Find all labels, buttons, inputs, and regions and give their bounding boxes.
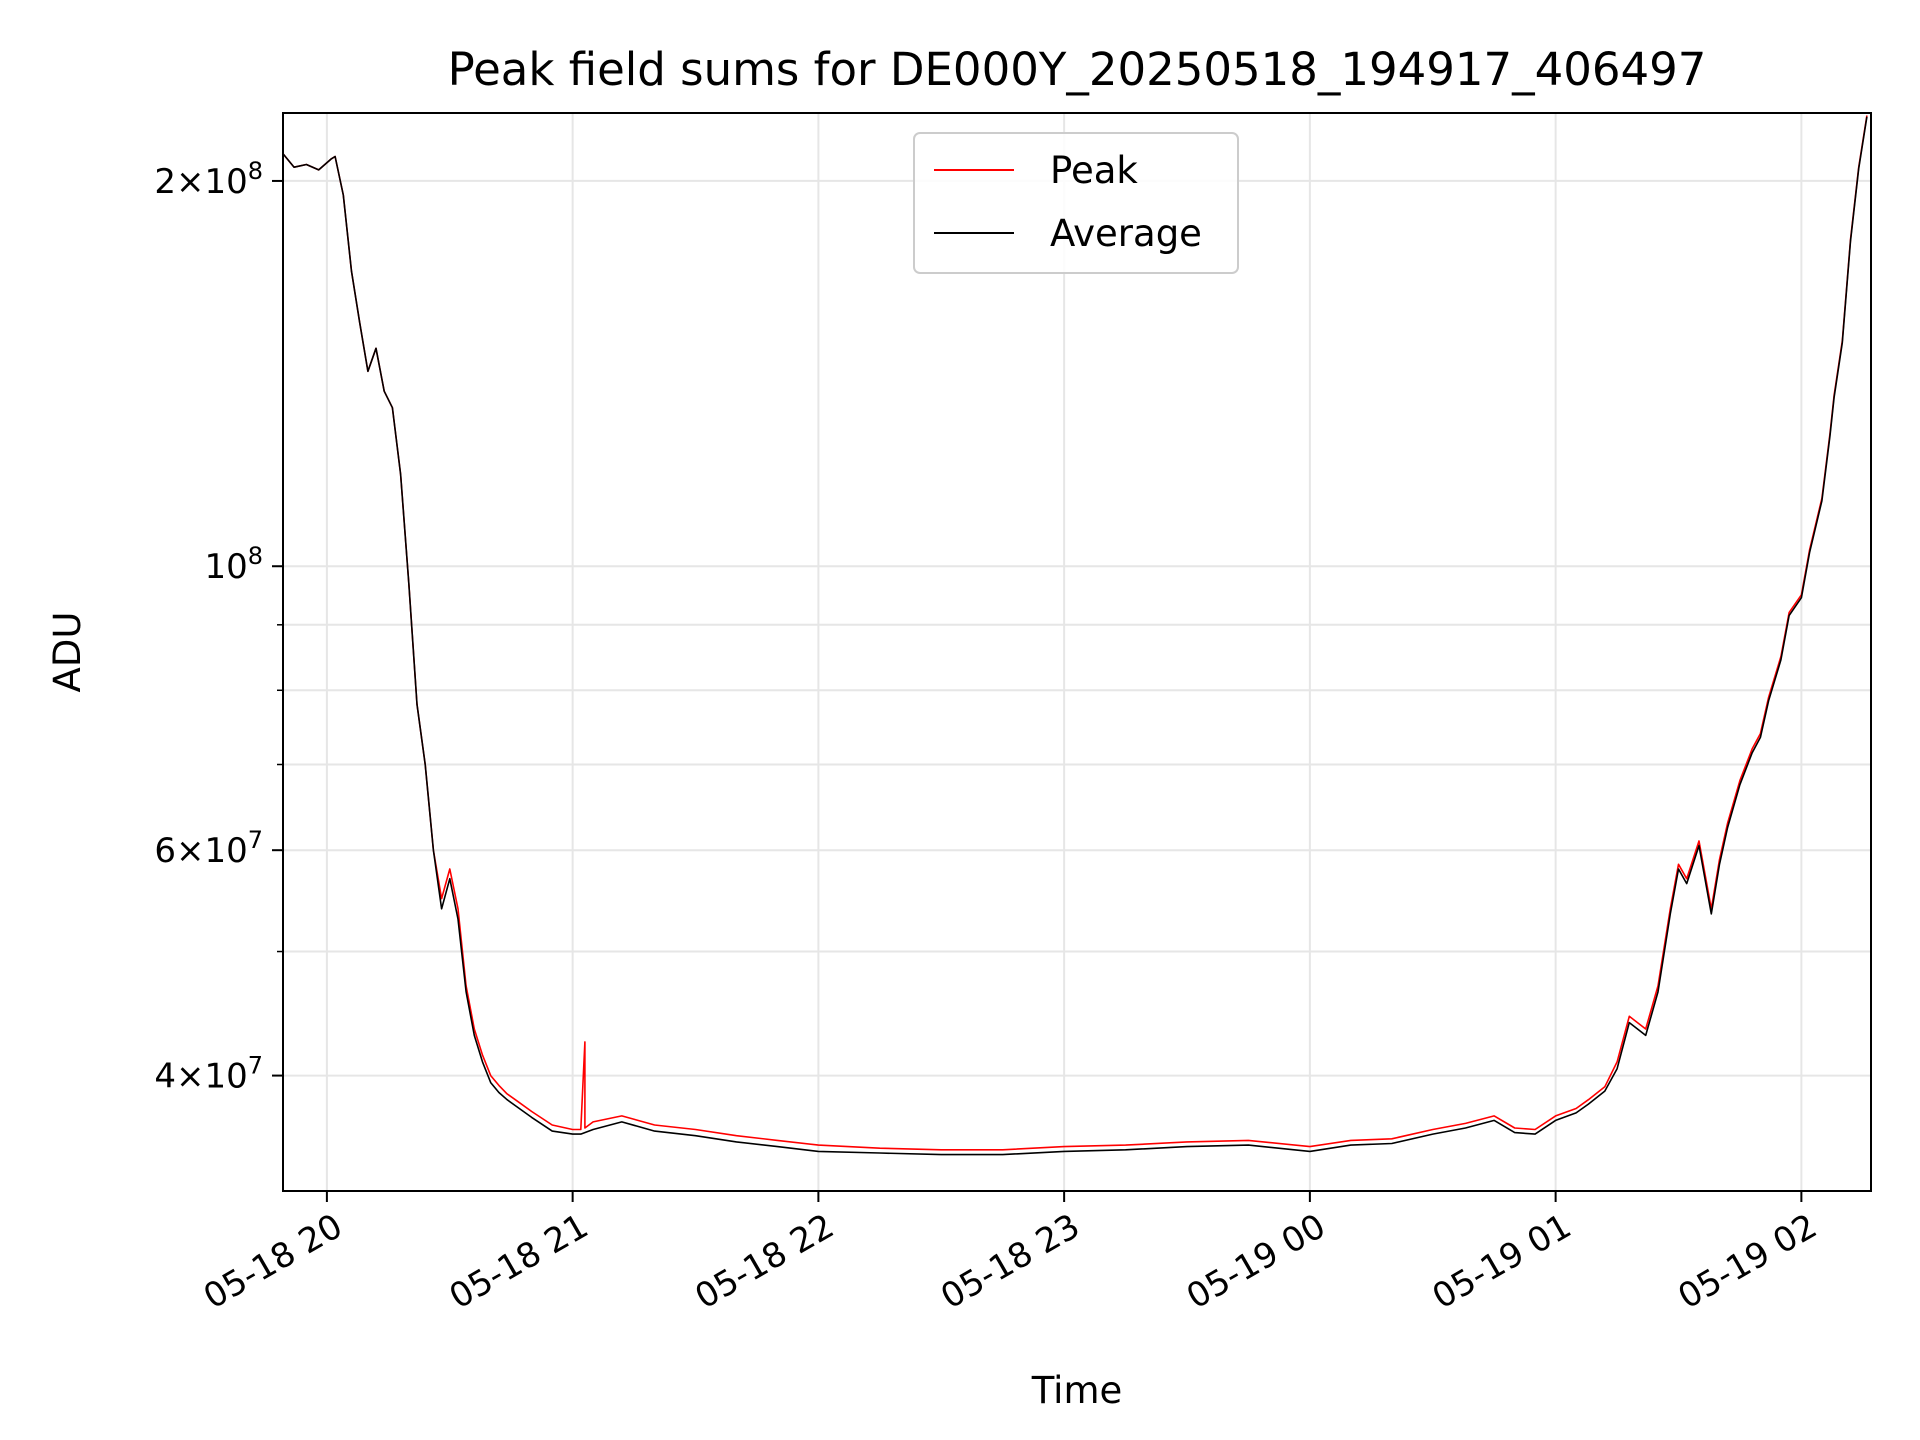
y-tick-label: 2×108 [154,157,263,202]
y-tick-label: 108 [204,542,263,587]
series-layer [282,115,1868,1156]
legend-label-peak: Peak [1050,149,1138,192]
chart-title: Peak field sums for DE000Y_20250518_1949… [448,43,1707,96]
series-line-average [282,116,1868,1156]
plot-frame [282,112,1872,1192]
y-tick-label: 4×107 [154,1052,263,1097]
y-axis: 4×107 6×107 108 2×108 [154,157,283,1097]
legend-label-average: Average [1050,212,1202,255]
x-axis-label: Time [1031,1369,1123,1412]
legend-box [913,132,1239,274]
legend: Peak Average [913,132,1239,274]
y-tick-label: 6×107 [154,826,263,871]
y-axis-label: ADU [46,612,89,693]
